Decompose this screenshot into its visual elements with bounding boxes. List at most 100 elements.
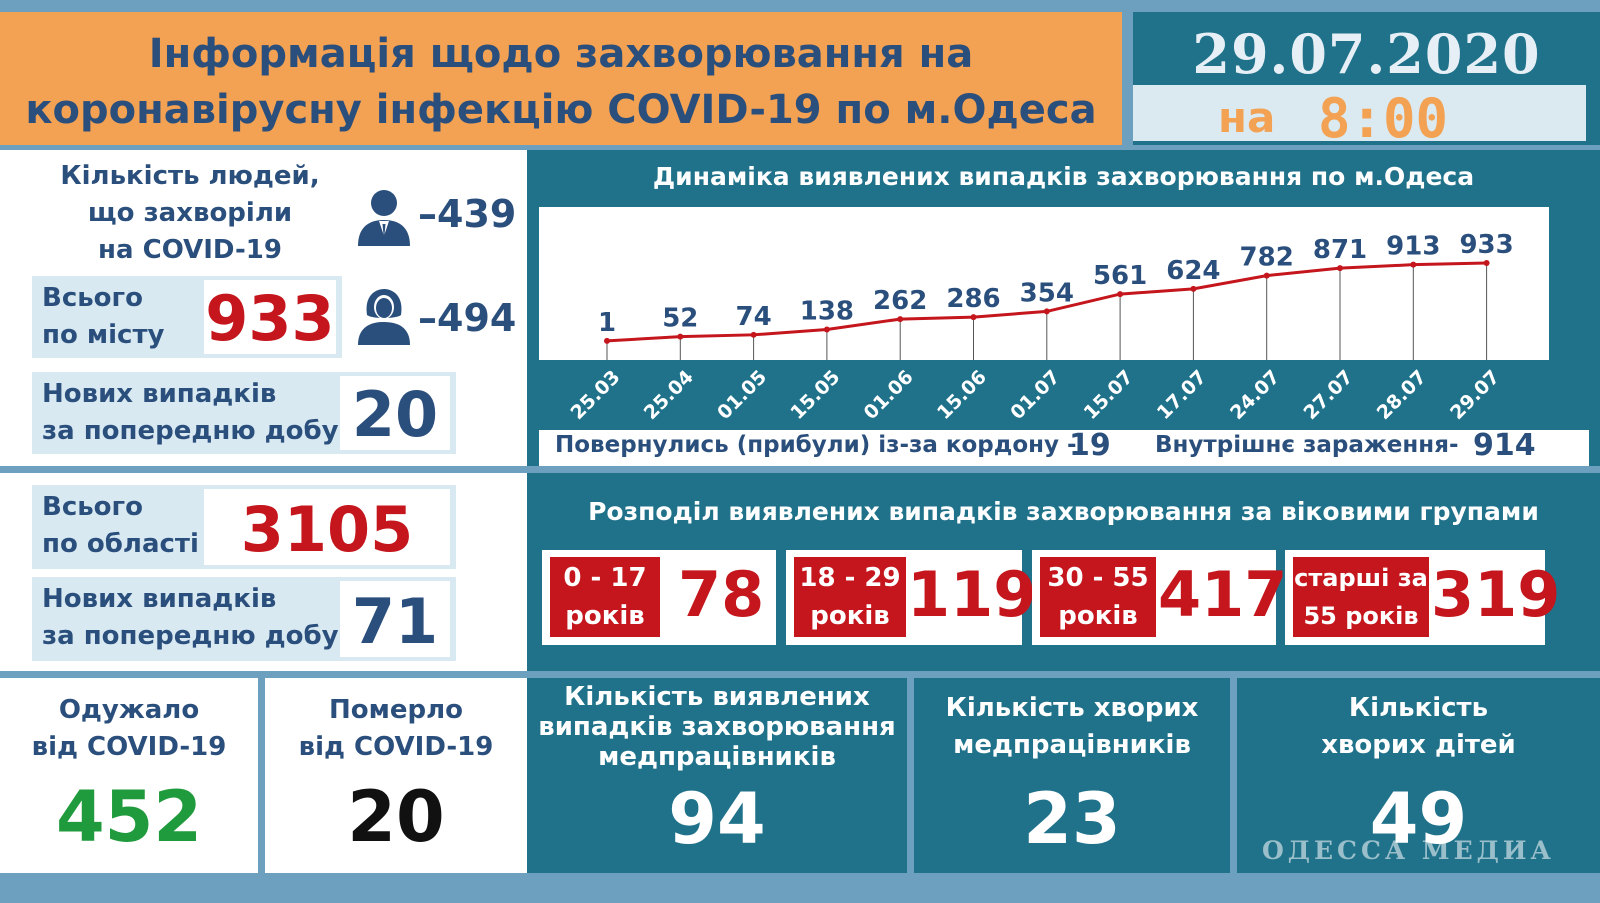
x-tick-label: 25.04 [640, 366, 698, 424]
city-total-box: Всього по місту 933 [32, 276, 342, 358]
region-new-value-box: 71 [340, 581, 450, 658]
data-label: 933 [1459, 230, 1513, 260]
data-label: 286 [946, 284, 1000, 314]
age-title: Розподіл виявлених випадків захворювання… [588, 497, 1539, 526]
label-line: Кількість виявлених [564, 682, 870, 712]
data-label: 782 [1240, 243, 1294, 273]
x-tick-label: 15.05 [786, 366, 844, 424]
medics-sick-panel: Кількість хворих медпрацівників 23 [914, 678, 1230, 873]
label-line: медпрацівників [953, 730, 1191, 760]
age-range-line: старші за [1294, 564, 1428, 592]
region-section: Всього по області 3105 Нових випадків за… [0, 473, 527, 671]
data-label: 913 [1386, 232, 1440, 262]
label-line: Всього [42, 492, 143, 522]
label-line: Кількість хворих [945, 693, 1199, 723]
people-label-line: Кількість людей, [60, 161, 320, 191]
data-label: 138 [800, 296, 854, 326]
data-label: 1 [598, 308, 616, 338]
internal-label: Внутрішнє зараження [1155, 432, 1449, 458]
city-total-value-box: 933 [204, 280, 336, 355]
city-new-box: Нових випадків за попередню добу 20 [32, 372, 456, 454]
chart-title: Динаміка виявлених випадків захворювання… [652, 162, 1475, 191]
x-tick-label: 28.07 [1373, 366, 1431, 424]
age-count: 417 [1158, 558, 1288, 631]
origin-strip: Повернулись (прибули) із-за кордону - 19… [539, 428, 1589, 466]
age-range-line: років [565, 601, 645, 631]
watermark-logo: ОДЕССА МЕДИА [1262, 836, 1555, 865]
age-range-label: старші за 55 років [1293, 557, 1429, 637]
data-point [1337, 265, 1343, 272]
x-tick-label: 29.07 [1446, 366, 1504, 424]
medics-cases-value: 94 [668, 778, 766, 860]
city-new-value: 20 [351, 378, 439, 451]
label-line: від COVID-19 [298, 732, 494, 762]
age-card-over-55: старші за 55 років 319 [1285, 550, 1560, 645]
label-line: Померло [328, 695, 464, 725]
x-tick-label: 15.07 [1080, 366, 1138, 424]
recovered-label: Одужало від COVID-19 [0, 692, 258, 766]
x-tick-label: 01.05 [713, 366, 771, 424]
women-count: –494 [418, 296, 517, 340]
data-point [897, 316, 904, 323]
report-time: 8:00 [1318, 87, 1449, 150]
data-point [1190, 285, 1197, 292]
label-line: хворих дітей [1321, 730, 1516, 760]
age-card-18-29: 18 - 29 років 119 [786, 550, 1036, 645]
data-point [750, 331, 757, 338]
region-new-label: Нових випадків за попередню добу [42, 581, 339, 655]
city-new-label: Нових випадків за попередню добу [42, 376, 339, 450]
label-line: за попередню добу [42, 621, 339, 651]
x-tick-label: 24.07 [1226, 366, 1284, 424]
internal-dash: - [1449, 432, 1459, 458]
man-icon [358, 190, 410, 246]
returned-label: Повернулись (прибули) із-за кордону - [555, 432, 1077, 458]
age-range-line: 30 - 55 [1047, 563, 1149, 593]
age-count: 319 [1431, 558, 1561, 631]
children-panel: Кількість хворих дітей 49 [1237, 678, 1600, 873]
medics-sick-label: Кількість хворих медпрацівників [914, 690, 1230, 764]
label-line: за попередню добу [42, 416, 339, 446]
title-line-2: коронавірусну інфекцію COVID-19 по м.Оде… [25, 87, 1097, 133]
people-label-line: на COVID-19 [98, 235, 282, 265]
data-label: 871 [1313, 235, 1367, 265]
data-point [1043, 308, 1050, 315]
died-label: Померло від COVID-19 [265, 692, 527, 766]
data-label: 624 [1166, 256, 1220, 286]
age-card-0-17: 0 - 17 років 78 [542, 550, 776, 645]
region-total-value: 3105 [240, 493, 414, 566]
x-tick-label: 25.03 [566, 366, 624, 424]
woman-icon [358, 289, 410, 345]
age-card-30-55: 30 - 55 років 417 [1032, 550, 1287, 645]
data-point [677, 333, 684, 340]
data-point [823, 326, 830, 333]
city-total-label: Всього по місту [42, 280, 164, 354]
age-range-line: 0 - 17 [563, 563, 647, 593]
label-line: по місту [42, 320, 165, 350]
internal-value: 914 [1473, 428, 1536, 463]
x-tick-label: 01.07 [1006, 366, 1064, 424]
region-new-value: 71 [351, 585, 439, 658]
medics-sick-value: 23 [1023, 778, 1121, 860]
data-point [1263, 272, 1270, 279]
age-range-line: років [1058, 601, 1138, 631]
label-line: Нових випадків [42, 379, 277, 409]
time-strip: на 8:00 [1133, 85, 1586, 150]
age-range-label: 18 - 29 років [794, 557, 906, 637]
label-line: Нових випадків [42, 584, 277, 614]
age-count: 78 [678, 558, 765, 631]
report-date: 29.07.2020 [1192, 22, 1541, 86]
data-point [970, 314, 977, 321]
data-label: 74 [736, 302, 772, 332]
age-range-line: 18 - 29 [799, 563, 901, 593]
title-line-1: Інформація щодо захворювання на [148, 31, 974, 77]
title-banner: Інформація щодо захворювання на коронаві… [0, 12, 1122, 145]
data-point [1483, 260, 1490, 266]
label-line: Всього [42, 283, 143, 313]
data-label: 52 [662, 304, 698, 334]
returned-value: 19 [1069, 428, 1111, 463]
line-chart: 1 25.03 52 25.04 74 01.05 138 15.05 262 01.06 286 1… [539, 207, 1549, 424]
data-point [1117, 291, 1124, 298]
region-total-label: Всього по області [42, 489, 199, 563]
label-line: випадків захворювання [538, 712, 896, 742]
time-prefix: на [1218, 93, 1276, 142]
